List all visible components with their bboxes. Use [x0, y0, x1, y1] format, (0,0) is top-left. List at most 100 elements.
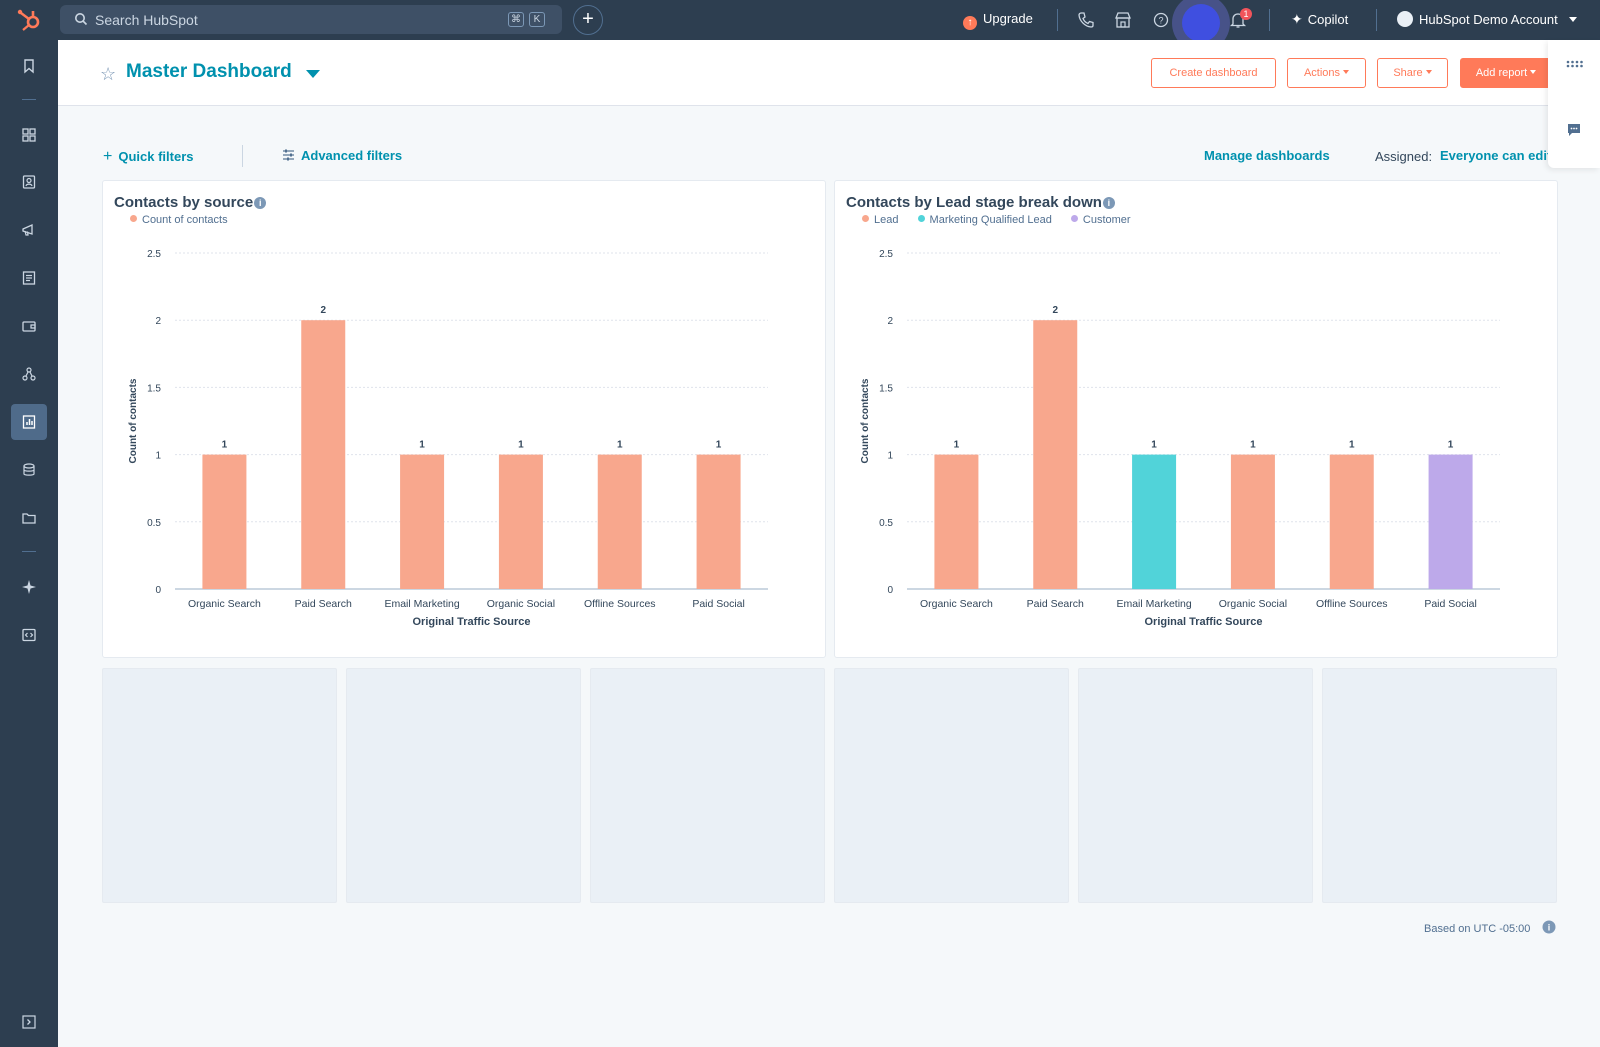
- x-axis-label: Original Traffic Source: [1145, 616, 1263, 628]
- chart-legend: Count of contacts: [130, 214, 244, 226]
- bar-data-label: 1: [1151, 440, 1157, 451]
- account-menu[interactable]: HubSpot Demo Account: [1397, 11, 1578, 27]
- sidebar-item-contacts[interactable]: [11, 164, 47, 200]
- report-title: Contacts by source i: [114, 194, 267, 211]
- y-tick-label: 1: [887, 451, 893, 462]
- bar-data-label: 1: [954, 440, 960, 451]
- settings-highlight-marker[interactable]: [1182, 4, 1220, 42]
- advanced-filters-button[interactable]: Advanced filters: [282, 148, 402, 163]
- sidebar-item-workspaces[interactable]: [11, 117, 47, 153]
- assigned-value-link[interactable]: Everyone can edit: [1440, 148, 1548, 163]
- info-icon[interactable]: i: [254, 197, 267, 209]
- y-tick-label: 0: [155, 585, 161, 596]
- app-grid-icon[interactable]: [1566, 60, 1584, 68]
- filter-divider: [242, 145, 243, 167]
- y-tick-label: 2: [155, 316, 161, 327]
- copilot-button[interactable]: ✦ Copilot: [1291, 11, 1348, 28]
- legend-dot: [1070, 215, 1078, 222]
- phone-icon[interactable]: [1077, 11, 1095, 29]
- x-tick-label: Organic Social: [1219, 598, 1287, 610]
- info-icon[interactable]: i: [1542, 920, 1556, 934]
- bar: [934, 454, 979, 589]
- quick-filters-button[interactable]: + Quick filters: [103, 148, 193, 166]
- bar-chart: 0 0.5 1 1.5 2 2.5 Count of contacts 1 Organic Se…: [128, 249, 768, 628]
- legend-label: Count of contacts: [142, 214, 228, 226]
- actions-button[interactable]: Actions: [1287, 58, 1366, 88]
- y-tick-label: 1.5: [147, 383, 161, 394]
- create-dashboard-button[interactable]: Create dashboard: [1151, 58, 1276, 88]
- y-tick-label: 0: [887, 585, 893, 596]
- upgrade-button[interactable]: ↑ Upgrade: [963, 11, 1033, 30]
- sidebar-item-library[interactable]: [11, 500, 47, 536]
- x-tick-label: Paid Search: [1027, 598, 1084, 610]
- sidebar-item-commerce[interactable]: [11, 308, 47, 344]
- legend-dot: [917, 215, 925, 222]
- legend-dot: [862, 215, 869, 222]
- left-sidebar: [0, 40, 58, 1047]
- global-search-input[interactable]: Search HubSpot ⌘ K: [60, 5, 562, 34]
- topbar-divider: [1057, 9, 1058, 31]
- sidebar-item-reporting[interactable]: [11, 404, 47, 440]
- y-tick-label: 1.5: [879, 383, 893, 394]
- chat-icon[interactable]: [1566, 122, 1582, 138]
- marketplace-icon[interactable]: [1114, 11, 1132, 29]
- manage-dashboards-link[interactable]: Manage dashboards: [1204, 148, 1330, 163]
- timezone-note: Based on UTC -05:00: [1424, 923, 1531, 935]
- hubspot-logo-icon[interactable]: [16, 8, 42, 32]
- expand-sidebar-icon: [22, 1015, 36, 1029]
- bar-data-label: 1: [1448, 440, 1454, 451]
- sidebar-item-breeze[interactable]: [11, 569, 47, 605]
- right-side-panel: [1548, 40, 1600, 168]
- data-management-icon: [23, 463, 35, 476]
- chevron-down-icon: [1343, 70, 1350, 74]
- sidebar-item-content[interactable]: [11, 260, 47, 296]
- legend-item: Customer: [1070, 214, 1131, 226]
- chevron-down-icon: [1425, 70, 1432, 74]
- bar: [202, 454, 247, 589]
- y-tick-label: 1: [155, 451, 161, 462]
- share-button[interactable]: Share: [1377, 58, 1448, 88]
- marketing-icon: [22, 223, 33, 236]
- sidebar-item-expand[interactable]: [11, 1004, 47, 1040]
- bar-chart: 0 0.5 1 1.5 2 2.5 Count of contacts 1 Organic Se…: [860, 249, 1500, 628]
- copilot-sparkle-icon: ✦: [1291, 11, 1303, 27]
- workspaces-icon: [22, 128, 36, 142]
- breeze-icon: [22, 580, 36, 594]
- bar: [1428, 454, 1473, 589]
- account-name: HubSpot Demo Account: [1419, 12, 1558, 27]
- report-card-contacts-by-lead-stage[interactable]: Contacts by Lead stage break down i Lead …: [834, 180, 1558, 658]
- sidebar-item-marketing[interactable]: [11, 212, 47, 248]
- notification-count-badge: 1: [1240, 8, 1252, 20]
- sidebar-item-automation[interactable]: [11, 356, 47, 392]
- page-title[interactable]: Master Dashboard: [126, 61, 292, 82]
- x-tick-label: Offline Sources: [584, 598, 656, 610]
- bar-data-label: 1: [716, 440, 722, 451]
- dashboard-switcher-caret-icon[interactable]: [306, 70, 320, 78]
- create-new-button[interactable]: +: [573, 5, 603, 35]
- bar-data-label: 1: [222, 440, 228, 451]
- report-title-text: Contacts by source: [114, 194, 254, 211]
- create-dashboard-label: Create dashboard: [1169, 67, 1258, 79]
- x-tick-label: Paid Social: [692, 598, 745, 610]
- legend-label: Customer: [1082, 214, 1131, 226]
- bar: [1132, 454, 1177, 589]
- plus-icon: +: [103, 148, 113, 165]
- top-navigation-bar: Search HubSpot ⌘ K + ↑ Upgrade ? 1 ✦ Copil…: [0, 0, 1600, 42]
- library-icon: [22, 513, 36, 524]
- add-report-label: Add report: [1475, 67, 1528, 79]
- add-report-button[interactable]: Add report: [1460, 58, 1552, 88]
- favorite-star-icon[interactable]: ☆: [100, 64, 117, 84]
- sidebar-item-data-management[interactable]: [11, 452, 47, 488]
- share-label: Share: [1393, 67, 1423, 79]
- contacts-icon: [22, 175, 36, 189]
- upgrade-arrow-icon: ↑: [963, 16, 977, 30]
- help-icon[interactable]: ?: [1152, 11, 1170, 29]
- loading-report-placeholder: [102, 668, 337, 903]
- x-tick-label: Paid Social: [1424, 598, 1477, 610]
- dashboard-header: ☆ Master Dashboard Create dashboard Acti…: [58, 40, 1600, 106]
- loading-report-placeholder: [346, 668, 581, 903]
- info-icon[interactable]: i: [1102, 197, 1115, 209]
- sidebar-item-development[interactable]: [11, 617, 47, 653]
- sidebar-item-bookmarks[interactable]: [11, 48, 47, 84]
